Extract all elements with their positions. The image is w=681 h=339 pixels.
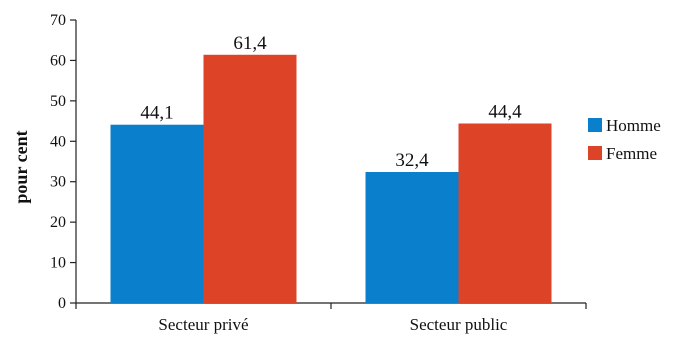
y-tick-label: 20 <box>50 214 66 231</box>
y-tick-label: 70 <box>50 12 66 29</box>
legend-label-homme: Homme <box>606 116 661 135</box>
y-tick-label: 60 <box>50 52 66 69</box>
y-tick-label: 10 <box>50 255 66 272</box>
y-tick-label: 50 <box>50 93 66 110</box>
bar-value-label: 32,4 <box>395 150 429 171</box>
bar-value-label: 61,4 <box>233 33 267 54</box>
bar-femme-1 <box>203 54 297 303</box>
y-tick-label: 0 <box>58 295 66 312</box>
bar-femme-2 <box>458 123 552 303</box>
legend-swatch-femme <box>588 146 602 160</box>
axes: 0 10 20 30 40 50 60 70 Secteur privé Secteur publ… <box>50 12 587 334</box>
y-axis-label: pour cent <box>11 130 31 203</box>
legend-swatch-homme <box>588 118 602 132</box>
bar-homme-1 <box>110 124 204 304</box>
bar-value-label: 44,4 <box>488 101 522 122</box>
bar-homme-2 <box>365 172 459 303</box>
legend-label-femme: Femme <box>606 144 657 163</box>
bar-value-label: 44,1 <box>140 103 173 124</box>
y-tick-label: 40 <box>50 133 66 150</box>
bars: 44,1 61,4 32,4 44,4 <box>110 33 552 304</box>
legend: Homme Femme <box>588 116 661 163</box>
y-tick-label: 30 <box>50 174 66 191</box>
x-category-label: Secteur privé <box>158 315 248 334</box>
x-category-label: Secteur public <box>410 315 508 334</box>
